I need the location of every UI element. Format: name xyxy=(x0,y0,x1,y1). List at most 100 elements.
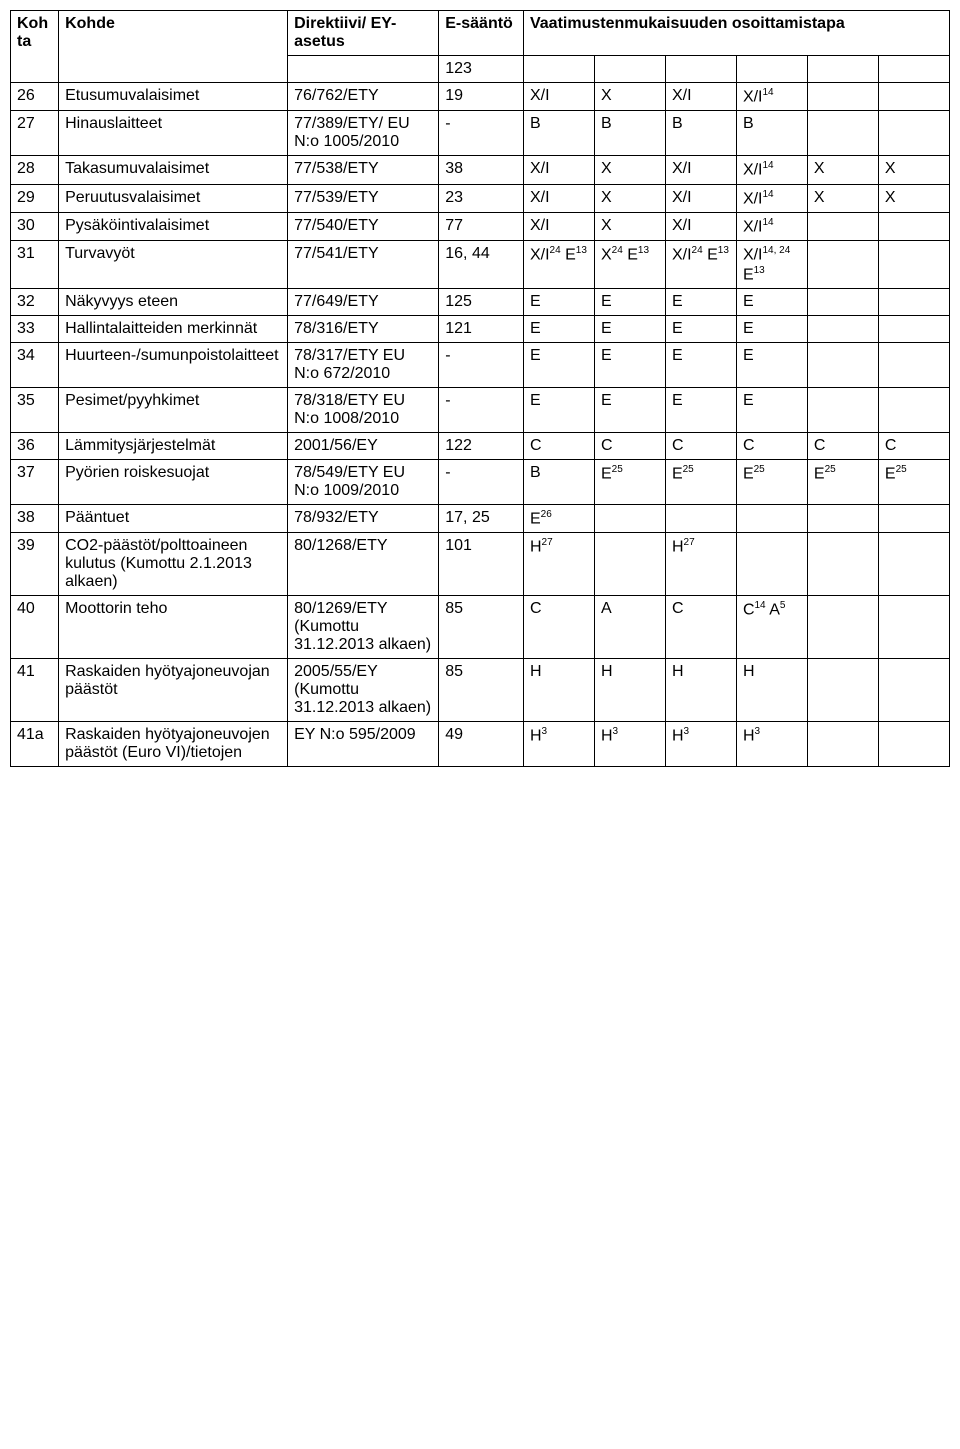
table-row: 33Hallintalaitteiden merkinnät78/316/ETY… xyxy=(11,315,950,342)
cell-kohta: 33 xyxy=(11,315,59,342)
cell-kohde: Raskaiden hyötyajoneuvojen päästöt (Euro… xyxy=(59,722,288,767)
table-row: 37Pyörien roiskesuojat78/549/ETY EU N:o … xyxy=(11,459,950,504)
cell-value xyxy=(594,533,665,596)
cell-value: X xyxy=(594,156,665,184)
cell-value: X/I14 xyxy=(736,212,807,240)
cell-direktiivi: 78/549/ETY EU N:o 1009/2010 xyxy=(288,459,439,504)
cell-value: H3 xyxy=(665,722,736,767)
cell-esaanto: 38 xyxy=(439,156,524,184)
cell-value: X xyxy=(594,83,665,111)
table-row: 27Hinauslaitteet77/389/ETY/ EU N:o 1005/… xyxy=(11,111,950,156)
cell-direktiivi: 77/389/ETY/ EU N:o 1005/2010 xyxy=(288,111,439,156)
cell-kohta: 26 xyxy=(11,83,59,111)
cell-kohta: 40 xyxy=(11,596,59,659)
header-row: Kohta Kohde Direktiivi/ EY-asetus E-sään… xyxy=(11,11,950,56)
cell-value: B xyxy=(594,111,665,156)
table-row: 41aRaskaiden hyötyajoneuvojen päästöt (E… xyxy=(11,722,950,767)
table-row: 34Huurteen-/sumunpoistolaitteet78/317/ET… xyxy=(11,342,950,387)
cell-value: X/I xyxy=(523,83,594,111)
cell-value: X/I xyxy=(523,156,594,184)
cell-value xyxy=(807,596,878,659)
cell-value: E25 xyxy=(736,459,807,504)
cell-esaanto: 125 xyxy=(439,288,524,315)
cell-kohde: CO2-päästöt/polttoaineen kulutus (Kumott… xyxy=(59,533,288,596)
cell-kohde: Takasumuvalaisimet xyxy=(59,156,288,184)
cell-value: E25 xyxy=(807,459,878,504)
table-row: 39CO2-päästöt/polttoaineen kulutus (Kumo… xyxy=(11,533,950,596)
cell-value: X/I xyxy=(665,156,736,184)
cell-kohde: Pysäköintivalaisimet xyxy=(59,212,288,240)
cell-esaanto: 101 xyxy=(439,533,524,596)
cell-direktiivi: 2001/56/EY xyxy=(288,432,439,459)
cell-direktiivi: 2005/55/EY (Kumottu 31.12.2013 alkaen) xyxy=(288,659,439,722)
cell-value xyxy=(878,722,949,767)
cell-value: E25 xyxy=(878,459,949,504)
cell-esaanto: 23 xyxy=(439,184,524,212)
cell-kohta: 31 xyxy=(11,241,59,289)
cell-value: E xyxy=(594,342,665,387)
cell-esaanto: 49 xyxy=(439,722,524,767)
cell-esaanto: 85 xyxy=(439,659,524,722)
cell-value xyxy=(878,504,949,532)
cell-value xyxy=(807,342,878,387)
cell-value xyxy=(878,241,949,289)
cell-value xyxy=(878,83,949,111)
cell-kohta: 38 xyxy=(11,504,59,532)
cell-value: C xyxy=(523,596,594,659)
cell-kohde: Raskaiden hyötyajoneuvojan päästöt xyxy=(59,659,288,722)
cell-kohde: Hinauslaitteet xyxy=(59,111,288,156)
cell-esaanto: 123 xyxy=(439,56,524,83)
cell-value: E xyxy=(523,288,594,315)
cell-kohta: 32 xyxy=(11,288,59,315)
table-row: 38Pääntuet78/932/ETY17, 25E26 xyxy=(11,504,950,532)
cell-value: X/I xyxy=(665,212,736,240)
cell-value xyxy=(523,56,594,83)
cell-value xyxy=(807,722,878,767)
cell-kohde: Pyörien roiskesuojat xyxy=(59,459,288,504)
cell-kohde: Pääntuet xyxy=(59,504,288,532)
cell-value xyxy=(807,288,878,315)
header-kohde: Kohde xyxy=(59,11,288,56)
cell-value: E xyxy=(665,288,736,315)
cell-value: E xyxy=(594,288,665,315)
cell-direktiivi: 77/538/ETY xyxy=(288,156,439,184)
cell-kohta: 27 xyxy=(11,111,59,156)
cell-value: X/I14 xyxy=(736,156,807,184)
cell-value xyxy=(807,533,878,596)
cell-direktiivi: 77/540/ETY xyxy=(288,212,439,240)
cell-value: X/I xyxy=(523,184,594,212)
cell-kohde: Lämmitysjärjestelmät xyxy=(59,432,288,459)
cell-esaanto: 122 xyxy=(439,432,524,459)
cell-direktiivi: 77/649/ETY xyxy=(288,288,439,315)
cell-kohta: 36 xyxy=(11,432,59,459)
cell-value: E xyxy=(665,342,736,387)
cell-esaanto: 16, 44 xyxy=(439,241,524,289)
cell-value: E xyxy=(736,315,807,342)
header-direktiivi: Direktiivi/ EY-asetus xyxy=(288,11,439,56)
regulation-table: Kohta Kohde Direktiivi/ EY-asetus E-sään… xyxy=(10,10,950,767)
cell-kohta: 29 xyxy=(11,184,59,212)
cell-value: E xyxy=(523,387,594,432)
cell-kohta: 34 xyxy=(11,342,59,387)
cell-kohde: Turvavyöt xyxy=(59,241,288,289)
header-esaanto: E-sääntö xyxy=(439,11,524,56)
cell-value: H xyxy=(665,659,736,722)
cell-direktiivi: 78/932/ETY xyxy=(288,504,439,532)
cell-value xyxy=(594,504,665,532)
cell-value: X/I xyxy=(665,83,736,111)
cell-direktiivi: 78/318/ETY EU N:o 1008/2010 xyxy=(288,387,439,432)
cell-value: X xyxy=(807,156,878,184)
cell-value: X/I14 xyxy=(736,83,807,111)
cell-value: X xyxy=(878,184,949,212)
cell-value: X/I14, 24 E13 xyxy=(736,241,807,289)
cell-value: E26 xyxy=(523,504,594,532)
table-row: 32Näkyvyys eteen77/649/ETY125EEEE xyxy=(11,288,950,315)
cell-value: C14 A5 xyxy=(736,596,807,659)
cell-value: X/I24 E13 xyxy=(665,241,736,289)
cell-value xyxy=(878,111,949,156)
cell-value xyxy=(736,533,807,596)
cell-kohta: 41a xyxy=(11,722,59,767)
cell-value xyxy=(878,288,949,315)
cell-direktiivi xyxy=(288,56,439,83)
cell-value: H xyxy=(736,659,807,722)
